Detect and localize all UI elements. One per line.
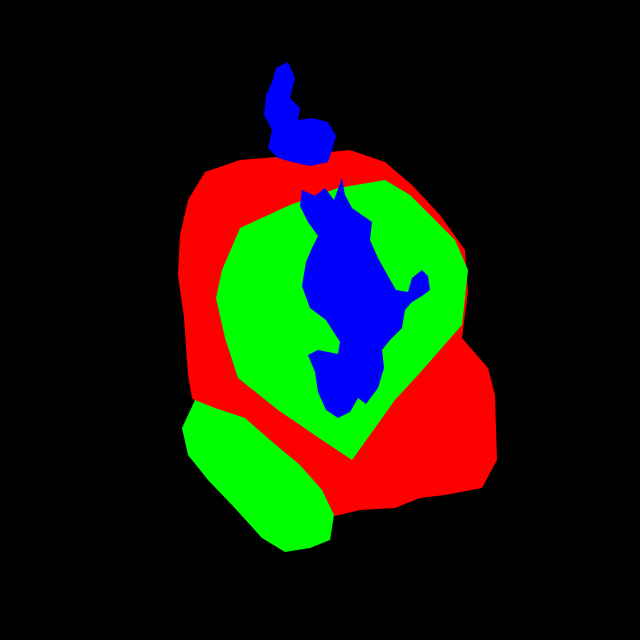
blue-region-center [300, 178, 430, 418]
blue-region-top [264, 62, 336, 166]
green-region-small [182, 400, 334, 552]
